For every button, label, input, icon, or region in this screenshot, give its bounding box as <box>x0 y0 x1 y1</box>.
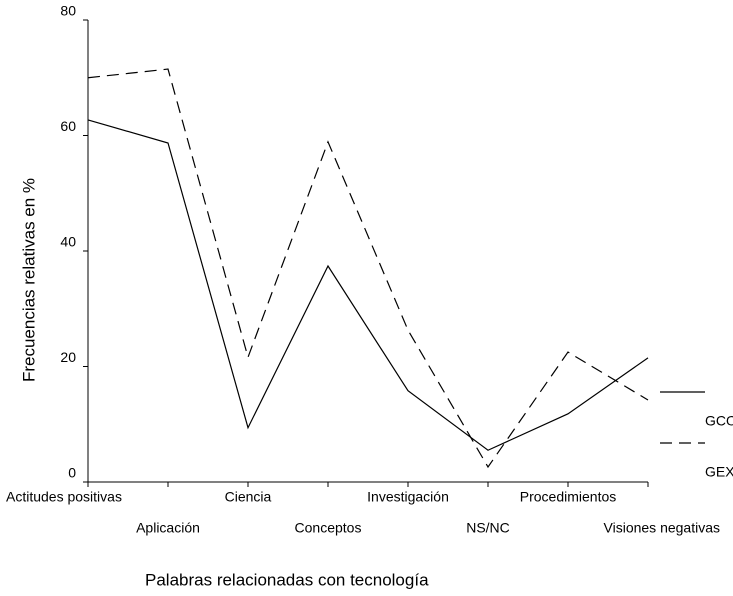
x-tick-label: Aplicación <box>136 520 200 536</box>
y-tick-label: 80 <box>60 3 76 19</box>
y-tick-label: 40 <box>60 234 76 250</box>
x-tick-label: Conceptos <box>295 520 362 536</box>
x-tick-label: Investigación <box>367 489 449 505</box>
y-tick-label: 0 <box>68 465 76 481</box>
legend-label: GCO <box>705 413 733 429</box>
y-axis-label: Frecuencias relativas en % <box>19 178 38 382</box>
line-series <box>87 119 649 451</box>
y-tick-label: 60 <box>60 118 76 134</box>
x-tick-label: Procedimientos <box>520 489 617 505</box>
y-tick-label: 20 <box>60 349 76 365</box>
x-tick-label: Actitudes positivas <box>6 489 122 505</box>
x-tick-label: Ciencia <box>225 489 272 505</box>
legend-label: GEX <box>705 464 733 480</box>
x-tick-label: NS/NC <box>466 520 510 536</box>
x-tick-label: Visiones negativas <box>604 520 720 536</box>
line-series <box>87 68 649 469</box>
x-axis-label: Palabras relacionadas con tecnología <box>145 570 429 589</box>
